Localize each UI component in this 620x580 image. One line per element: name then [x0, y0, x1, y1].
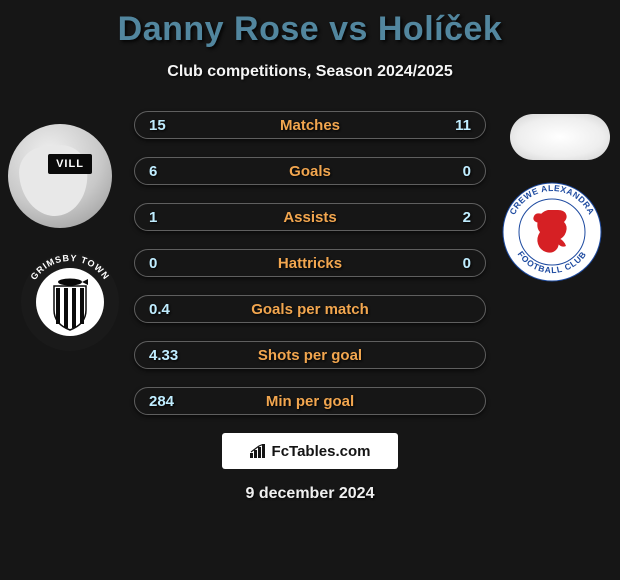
player-photo-left: VILL: [8, 124, 112, 228]
stat-right-value: 0: [441, 255, 471, 272]
fctables-chart-icon: [250, 444, 268, 458]
stats-container: 15 Matches 11 6 Goals 0 1 Assists 2 0 Ha…: [134, 111, 486, 415]
stat-right-value: 2: [441, 209, 471, 226]
crewe-badge-icon: CREWE ALEXANDRA FOOTBALL CLUB: [502, 182, 602, 282]
grimsby-badge-icon: GRIMSBY TOWN: [20, 252, 120, 352]
stat-left-value: 0: [149, 255, 179, 272]
stat-label: Hattricks: [278, 255, 342, 272]
stat-left-value: 284: [149, 393, 179, 410]
stat-row-goals-per-match: 0.4 Goals per match: [134, 295, 486, 323]
stat-left-value: 15: [149, 117, 179, 134]
stat-right-value: 0: [441, 163, 471, 180]
stat-row-goals: 6 Goals 0: [134, 157, 486, 185]
page-title: Danny Rose vs Holíček: [0, 0, 620, 49]
stat-right-value: 11: [441, 117, 471, 134]
player-photo-right: [510, 114, 610, 160]
stat-row-shots-per-goal: 4.33 Shots per goal: [134, 341, 486, 369]
date-text: 9 december 2024: [0, 485, 620, 503]
subtitle: Club competitions, Season 2024/2025: [0, 63, 620, 81]
fctables-watermark: FcTables.com: [222, 433, 398, 469]
club-badge-left: GRIMSBY TOWN: [20, 252, 120, 352]
stat-label: Goals per match: [251, 301, 369, 318]
stat-label: Goals: [289, 163, 331, 180]
armband-text: VILL: [48, 154, 92, 174]
stat-left-value: 0.4: [149, 301, 179, 318]
stat-label: Assists: [283, 209, 336, 226]
stat-label: Min per goal: [266, 393, 354, 410]
stat-left-value: 4.33: [149, 347, 179, 364]
club-badge-right: CREWE ALEXANDRA FOOTBALL CLUB: [502, 182, 602, 282]
stat-label: Shots per goal: [258, 347, 362, 364]
stat-left-value: 6: [149, 163, 179, 180]
fctables-label: FcTables.com: [272, 443, 371, 460]
stat-label: Matches: [280, 117, 340, 134]
stat-row-matches: 15 Matches 11: [134, 111, 486, 139]
stat-row-min-per-goal: 284 Min per goal: [134, 387, 486, 415]
stat-row-hattricks: 0 Hattricks 0: [134, 249, 486, 277]
stat-left-value: 1: [149, 209, 179, 226]
stat-row-assists: 1 Assists 2: [134, 203, 486, 231]
